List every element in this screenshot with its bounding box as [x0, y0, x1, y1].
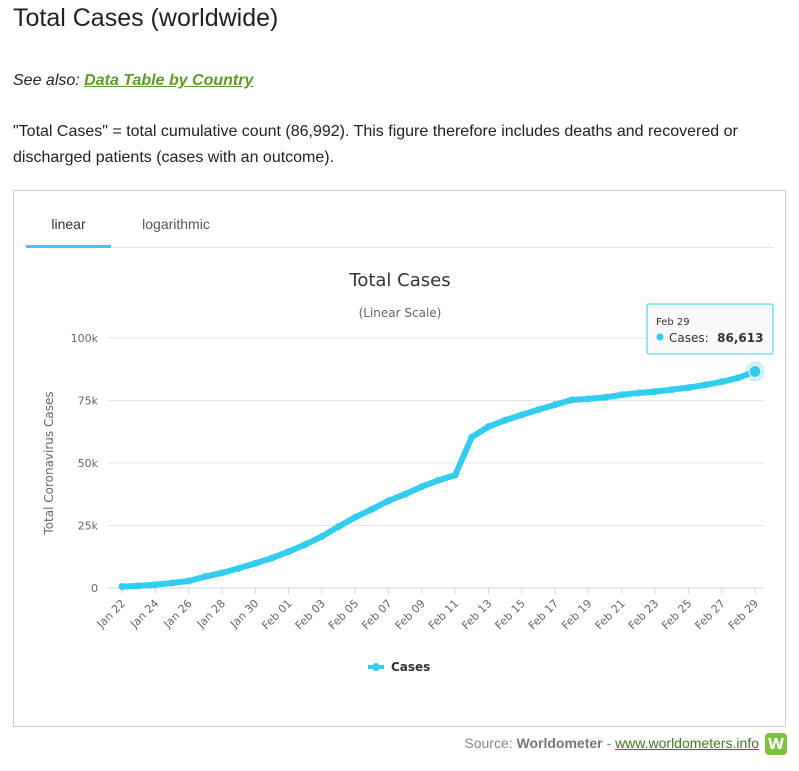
chart-svg: Total Cases (Linear Scale) Total Coronav…	[42, 270, 774, 674]
scale-tabs: linear logarithmic	[26, 209, 774, 248]
data-point[interactable]	[734, 374, 742, 382]
chart-title: Total Cases	[348, 270, 450, 291]
y-tick-label: 100k	[71, 332, 99, 345]
data-point[interactable]	[484, 423, 492, 431]
data-point[interactable]	[401, 490, 409, 498]
legend-marker	[372, 663, 380, 671]
data-point[interactable]	[351, 513, 359, 521]
x-tick-label: Feb 17	[526, 597, 561, 632]
y-tick-label: 25k	[78, 520, 99, 533]
data-point[interactable]	[235, 564, 243, 572]
x-tick-label: Feb 01	[259, 597, 294, 632]
data-point[interactable]	[468, 433, 476, 441]
x-tick-label: Jan 22	[94, 597, 128, 631]
data-point[interactable]	[684, 384, 692, 392]
page-title: Total Cases (worldwide)	[13, 4, 279, 32]
description: "Total Cases" = total cumulative count (…	[13, 123, 738, 166]
data-point[interactable]	[135, 582, 143, 590]
data-point[interactable]	[534, 406, 542, 414]
legend-label-cases: Cases	[391, 660, 430, 674]
tooltip-bullet	[656, 333, 664, 341]
chart-container: linear logarithmic Total Cases (Linear S…	[13, 190, 786, 727]
x-tick-label: Feb 23	[626, 597, 661, 632]
data-point[interactable]	[185, 577, 193, 585]
x-tick-label: Jan 26	[160, 597, 194, 631]
x-tick-label: Feb 15	[493, 597, 528, 632]
data-point[interactable]	[618, 391, 626, 399]
tooltip-date: Feb 29	[656, 317, 690, 328]
data-point[interactable]	[251, 559, 259, 567]
y-tick-label: 0	[91, 582, 98, 595]
chart-subtitle: (Linear Scale)	[359, 306, 442, 320]
data-point[interactable]	[201, 573, 209, 581]
data-point[interactable]	[701, 381, 709, 389]
tooltip-text: Cases: 86,613	[669, 329, 763, 346]
gridlines	[108, 337, 764, 589]
y-axis-title: Total Coronavirus Cases	[42, 391, 56, 535]
x-tick-label: Jan 30	[227, 597, 261, 631]
data-point[interactable]	[748, 364, 762, 378]
y-axis-ticks: 0 25k 50k 75k 100k	[71, 332, 99, 595]
y-tick-label: 50k	[78, 457, 99, 470]
tooltip-value: 86,613	[717, 331, 763, 345]
data-point[interactable]	[168, 579, 176, 587]
data-point[interactable]	[568, 396, 576, 404]
x-tick-label: Feb 29	[726, 597, 761, 632]
series-cases	[118, 361, 765, 591]
data-point[interactable]	[501, 416, 509, 424]
data-point[interactable]	[518, 411, 526, 419]
x-tick-label: Feb 25	[659, 597, 694, 632]
data-point[interactable]	[668, 386, 676, 394]
tooltip-box	[646, 303, 774, 355]
source-prefix: Source:	[464, 735, 513, 751]
x-tick-label: Feb 07	[359, 597, 394, 632]
data-point[interactable]	[435, 476, 442, 484]
data-point[interactable]	[551, 401, 559, 409]
data-point[interactable]	[451, 471, 459, 479]
data-point[interactable]	[218, 569, 226, 577]
x-tick-label: Feb 19	[559, 597, 594, 632]
x-tick-label: Feb 11	[426, 597, 461, 632]
source-name: Worldometer	[516, 735, 603, 751]
data-point[interactable]	[584, 395, 592, 403]
x-tick-label: Feb 09	[393, 597, 428, 632]
data-point[interactable]	[285, 548, 293, 556]
x-tick-label: Feb 21	[593, 597, 628, 632]
data-point[interactable]	[118, 583, 126, 591]
data-point[interactable]	[301, 541, 309, 549]
see-also: See also: Data Table by Country	[13, 72, 253, 90]
data-point[interactable]	[418, 483, 426, 491]
see-also-prefix: See also:	[13, 72, 80, 89]
source-link[interactable]: www.worldometers.info	[615, 735, 759, 751]
x-tick-label: Jan 24	[127, 597, 161, 631]
y-tick-label: 75k	[78, 395, 99, 408]
data-point[interactable]	[651, 388, 659, 396]
data-point[interactable]	[385, 497, 393, 505]
tab-logarithmic[interactable]: logarithmic	[142, 216, 210, 232]
tooltip-label: Cases:	[669, 331, 709, 345]
data-point[interactable]	[634, 389, 642, 397]
data-point[interactable]	[718, 378, 726, 386]
x-tick-label: Feb 05	[326, 597, 361, 632]
x-tick-label: Feb 27	[692, 597, 727, 632]
legend[interactable]: Cases	[368, 660, 430, 674]
data-point[interactable]	[151, 581, 159, 589]
data-point[interactable]	[368, 505, 376, 513]
x-tick-label: Feb 03	[293, 597, 328, 632]
source-separator: -	[606, 735, 612, 751]
x-tick-label: Jan 28	[194, 597, 228, 631]
data-point[interactable]	[601, 393, 609, 401]
x-tick-label: Feb 13	[459, 597, 494, 632]
tab-linear[interactable]: linear	[26, 209, 111, 248]
data-table-link[interactable]: Data Table by Country	[84, 72, 254, 89]
tooltip: Feb 29 Cases: 86,613	[646, 303, 774, 355]
worldometer-logo-icon[interactable]: W	[765, 733, 787, 755]
data-point[interactable]	[268, 554, 276, 562]
data-point[interactable]	[335, 523, 343, 531]
source-line: Source: Worldometer - www.worldometers.i…	[464, 735, 759, 751]
data-point[interactable]	[318, 532, 326, 540]
